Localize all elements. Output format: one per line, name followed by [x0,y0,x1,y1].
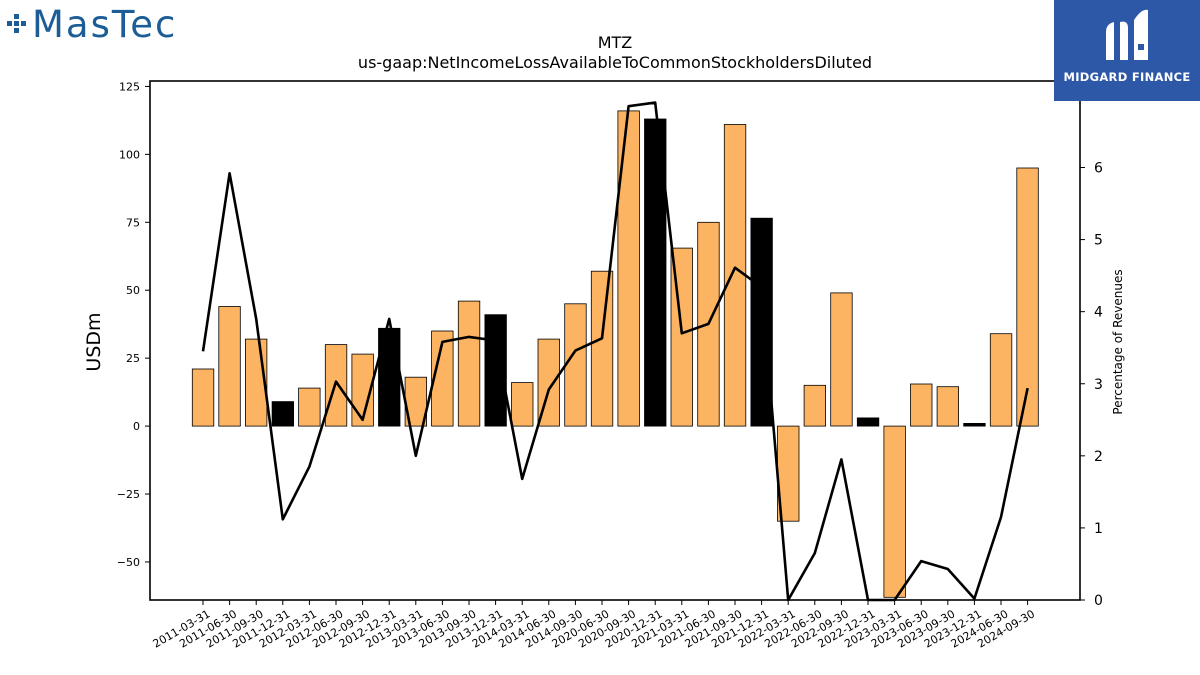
y-axis: −50 −25 0 25 50 75 100 125 [117,80,150,569]
bar [883,425,906,598]
bar [830,292,853,427]
y-tick-label: 125 [119,80,140,93]
chart-title: MTZ [598,33,633,52]
bar [1016,167,1039,427]
bar [431,330,454,427]
midgard-mark-icon [1106,9,1148,61]
bar [989,333,1013,427]
bar [298,387,321,427]
bar [936,386,959,427]
midgard-finance-logo: MIDGARD FINANCE [1054,0,1200,101]
bar-series [191,110,1039,598]
y2-tick-label: 5 [1094,233,1103,249]
y-tick-label: 50 [126,284,140,297]
bar [723,124,747,427]
bar [511,382,534,427]
midgard-finance-text: MIDGARD FINANCE [1063,70,1191,84]
bar [750,217,773,427]
y2-tick-label: 2 [1094,449,1103,465]
bar [644,118,667,427]
y2-tick-label: 1 [1094,521,1103,537]
y-axis-label: USDm [83,312,105,371]
mastec-wordmark: MasTec [32,2,178,46]
bar [457,300,481,427]
bar [617,110,640,427]
y-tick-label: −50 [117,556,140,569]
bar [803,384,826,427]
y2-axis-label: Percentage of Revenues [1111,269,1125,414]
bar [564,303,587,427]
plot-frame [149,80,1081,601]
y-tick-label: −25 [117,488,140,501]
bar [191,368,215,427]
y-tick-label: 100 [119,148,140,161]
chart-subtitle: us-gaap:NetIncomeLossAvailableToCommonSt… [358,53,872,72]
bar [963,422,986,427]
y2-axis: 01234567 [1080,88,1103,609]
bar [351,353,374,427]
y2-tick-label: 3 [1094,377,1103,393]
bar [590,270,614,427]
y2-tick-label: 6 [1094,161,1103,177]
y2-tick-label: 4 [1094,305,1103,321]
bar [218,306,241,427]
y-tick-label: 0 [133,420,140,433]
mastec-logo: MasTec [6,2,178,46]
bar [910,383,933,427]
bar [271,401,295,427]
y-tick-label: 75 [126,216,140,229]
bar [484,314,507,427]
mastec-mark-icon [7,14,26,33]
bar [856,417,880,427]
y-tick-label: 25 [126,352,140,365]
y2-tick-label: 0 [1094,593,1103,609]
x-axis: 2011-03-312011-06-302011-09-302011-12-31… [151,600,1037,651]
